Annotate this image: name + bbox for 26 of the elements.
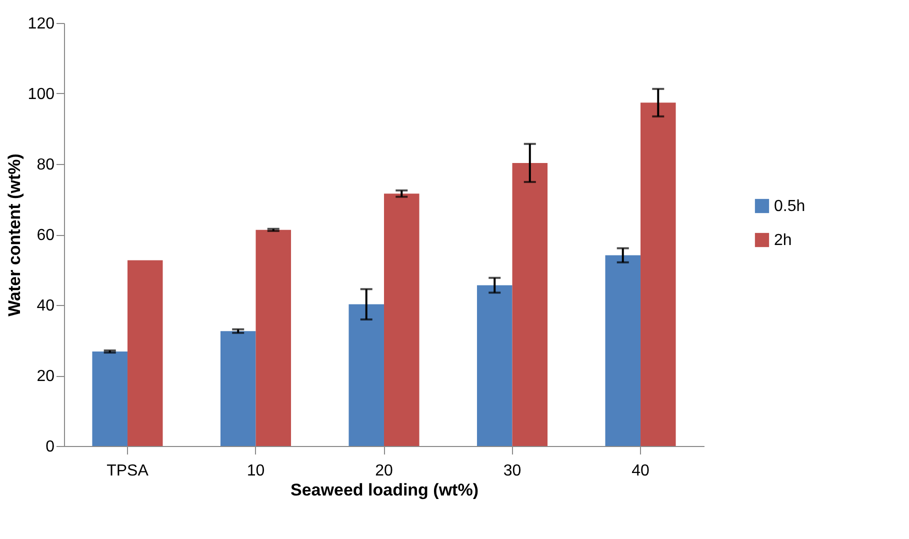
bar bbox=[348, 304, 384, 446]
x-tick-label: 20 bbox=[375, 462, 393, 480]
x-tick-label: TPSA bbox=[106, 462, 149, 480]
bar bbox=[640, 102, 676, 446]
x-tick-label: 10 bbox=[246, 462, 265, 480]
bar bbox=[384, 194, 420, 446]
x-tick-label: 40 bbox=[632, 462, 650, 480]
bar bbox=[220, 331, 256, 446]
y-tick-label: 100 bbox=[28, 86, 55, 103]
bar bbox=[476, 285, 512, 446]
bar bbox=[512, 162, 548, 446]
y-tick-label: 40 bbox=[36, 298, 55, 314]
x-axis-title: Seaweed loading (wt%) bbox=[290, 480, 478, 500]
y-axis-title: Water content (wt%) bbox=[4, 154, 24, 316]
bar bbox=[127, 260, 163, 446]
bar bbox=[92, 352, 128, 446]
legend-label: 0.5h bbox=[774, 198, 806, 215]
bar bbox=[256, 230, 292, 446]
y-tick-label: 80 bbox=[36, 156, 55, 174]
y-tick-label: 0 bbox=[46, 438, 55, 456]
legend-label: 2h bbox=[774, 232, 792, 249]
y-tick-label: 120 bbox=[28, 16, 55, 32]
y-tick-label: 20 bbox=[36, 368, 55, 385]
x-tick-label: 30 bbox=[503, 462, 522, 480]
bar bbox=[605, 255, 641, 446]
y-tick-label: 60 bbox=[36, 227, 55, 244]
